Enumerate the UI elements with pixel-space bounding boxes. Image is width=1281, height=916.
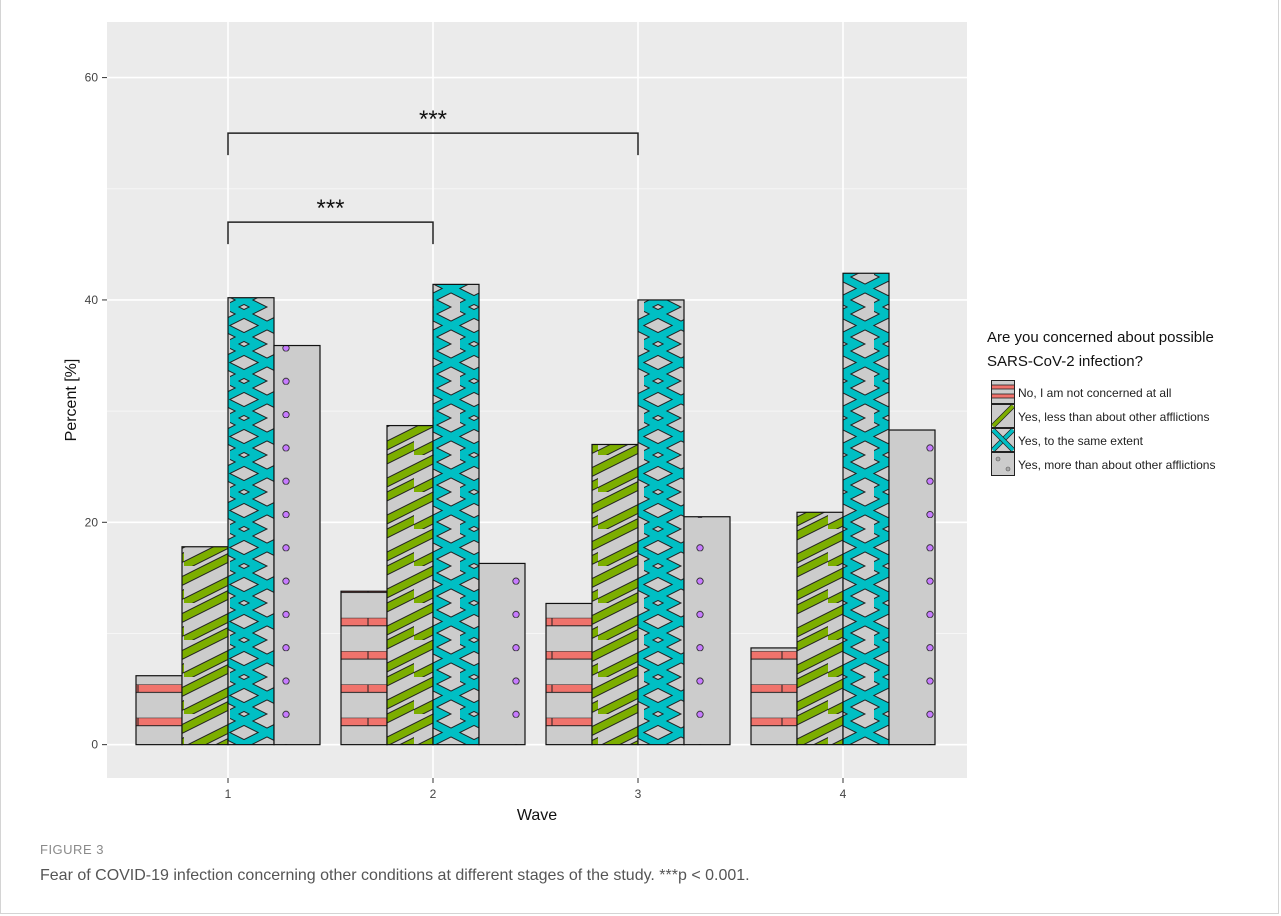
legend-label-4: Yes, more than about other afflictions <box>1018 458 1215 472</box>
x-tick-label-2: 2 <box>430 787 437 801</box>
legend-label-3: Yes, to the same extent <box>1018 434 1144 448</box>
legend-title-line-2: SARS-CoV-2 infection? <box>987 353 1143 370</box>
bar-wave-3-series-2 <box>591 443 639 746</box>
bar-wave-4-series-2 <box>796 511 844 746</box>
bar-wave-1-series-3 <box>227 297 275 746</box>
bar-wave-4-series-1 <box>750 647 798 746</box>
significance-brackets: *** *** <box>227 106 639 245</box>
legend-key-2 <box>991 404 1015 428</box>
figure-label: FIGURE 3 <box>40 842 104 857</box>
legend-label-2: Yes, less than about other afflictions <box>1018 410 1209 424</box>
y-axis: 0 20 40 60 <box>85 71 107 752</box>
legend: Are you concerned about possible SARS-Co… <box>987 329 1215 476</box>
legend-item-1: No, I am not concerned at all <box>991 380 1171 404</box>
legend-key-1 <box>991 380 1015 404</box>
legend-key-3 <box>991 428 1015 452</box>
legend-item-3: Yes, to the same extent <box>991 428 1144 452</box>
significance-label-1: *** <box>316 195 344 222</box>
significance-bracket-1 <box>227 221 434 245</box>
x-axis-title: Wave <box>517 807 557 824</box>
bar-wave-4-series-4 <box>888 429 936 746</box>
bar-wave-3-series-4 <box>683 516 731 746</box>
bar-wave-3-series-1 <box>545 602 593 746</box>
significance-label-2: *** <box>419 106 447 133</box>
significance-bracket-2 <box>227 132 639 156</box>
bars <box>135 272 936 746</box>
figure-caption-text: Fear of COVID-19 infection concerning ot… <box>40 867 750 884</box>
bar-wave-4-series-3 <box>842 272 890 746</box>
bar-wave-1-series-2 <box>181 546 229 746</box>
legend-title-line-1: Are you concerned about possible <box>987 329 1214 346</box>
x-tick-label-3: 3 <box>635 787 642 801</box>
y-tick-label: 20 <box>85 515 99 529</box>
y-axis-title: Percent [%] <box>63 359 80 442</box>
figure-caption: FIGURE 3 Fear of COVID-19 infection conc… <box>40 842 1240 885</box>
y-tick-label: 40 <box>85 293 99 307</box>
y-tick-label: 60 <box>85 71 99 85</box>
x-tick-label-1: 1 <box>225 787 232 801</box>
legend-item-4: Yes, more than about other afflictions <box>991 452 1215 476</box>
x-axis: 1 2 3 4 <box>225 778 847 801</box>
legend-key-4 <box>991 452 1015 476</box>
x-tick-label-4: 4 <box>840 787 847 801</box>
bar-wave-2-series-3 <box>432 283 480 746</box>
bar-chart: *** *** 0 20 40 60 1 2 3 4 Wave Percent [%] Are… <box>63 22 1215 824</box>
legend-label-1: No, I am not concerned at all <box>1018 386 1171 400</box>
bar-wave-2-series-2 <box>386 424 434 746</box>
y-tick-label: 0 <box>91 738 98 752</box>
legend-item-2: Yes, less than about other afflictions <box>991 404 1209 428</box>
bar-wave-1-series-1 <box>135 675 183 746</box>
bar-wave-3-series-3 <box>637 299 685 746</box>
bar-wave-2-series-4 <box>478 562 526 746</box>
bar-wave-2-series-1 <box>340 590 388 746</box>
bar-wave-1-series-4 <box>273 344 321 746</box>
